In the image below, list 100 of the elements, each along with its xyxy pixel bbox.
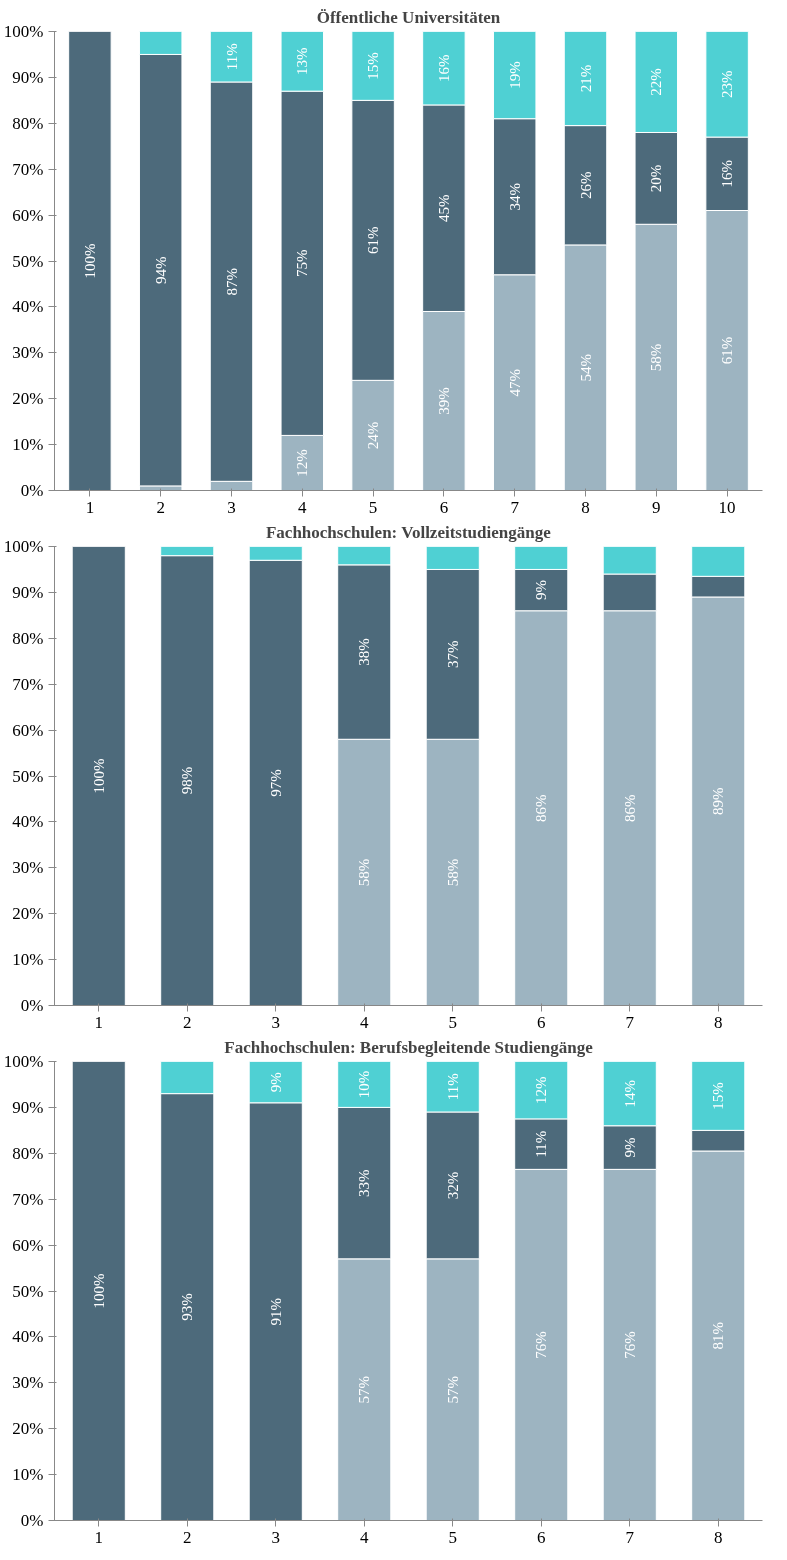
y-tick-label: 40% — [12, 812, 44, 832]
x-tick-label: 4 — [360, 1012, 369, 1032]
data-label: 81% — [710, 1322, 727, 1350]
data-label: 11% — [533, 1130, 550, 1158]
data-label: 32% — [444, 1171, 461, 1200]
data-label: 97% — [267, 769, 284, 797]
y-tick-label: 10% — [12, 435, 44, 455]
y-tick-label: 20% — [12, 1419, 44, 1439]
data-label: 76% — [621, 1331, 638, 1359]
chart-title: Fachhochschulen: Vollzeitstudiengänge — [265, 522, 552, 542]
y-tick-label: 10% — [12, 1465, 44, 1485]
data-label: 57% — [356, 1375, 373, 1404]
y-tick-label: 90% — [12, 582, 44, 602]
y-tick-label: 80% — [12, 113, 44, 133]
y-tick-label: 70% — [12, 1189, 44, 1209]
data-label: 11% — [223, 43, 240, 71]
data-label: 86% — [621, 794, 638, 822]
y-tick-label: 10% — [12, 950, 44, 970]
x-tick-label: 1 — [94, 1527, 103, 1547]
y-tick-label: 90% — [12, 1097, 44, 1117]
data-label: 12% — [533, 1076, 550, 1104]
x-tick-label: 6 — [537, 1527, 546, 1547]
x-tick-label: 8 — [714, 1012, 723, 1032]
x-tick-label: 8 — [714, 1527, 723, 1547]
data-label: 37% — [444, 640, 461, 669]
x-tick-label: 9 — [652, 497, 661, 517]
bar — [71, 1061, 126, 1521]
data-label: 58% — [444, 858, 461, 887]
y-tick-label: 100% — [3, 537, 44, 556]
x-tick-label: 2 — [156, 497, 165, 517]
y-tick-label: 50% — [12, 766, 44, 786]
data-label: 22% — [648, 68, 665, 96]
data-label: 10% — [356, 1070, 373, 1099]
bar — [71, 546, 126, 1006]
y-tick-label: 30% — [12, 1373, 44, 1393]
data-label: 9% — [533, 580, 550, 601]
x-tick-label: 5 — [448, 1012, 457, 1032]
data-label: 26% — [577, 171, 594, 200]
data-label: 33% — [356, 1169, 373, 1197]
data-label: 9% — [621, 1137, 638, 1158]
data-label: 87% — [223, 267, 240, 296]
y-tick-label: 0% — [20, 481, 44, 500]
data-label: 34% — [506, 182, 523, 211]
y-tick-label: 60% — [12, 1235, 44, 1255]
x-tick-label: 5 — [368, 497, 378, 517]
y-tick-label: 90% — [12, 67, 44, 87]
y-tick-label: 70% — [12, 674, 44, 694]
bar — [68, 31, 112, 491]
data-label: 39% — [435, 387, 452, 415]
x-tick-label: 7 — [510, 497, 520, 517]
x-tick-label: 3 — [271, 1527, 280, 1547]
data-label: 61% — [365, 226, 382, 255]
x-tick-label: 6 — [537, 1012, 546, 1032]
x-tick-label: 3 — [227, 497, 236, 517]
data-label: 94% — [152, 256, 169, 284]
data-label: 100% — [81, 243, 98, 279]
y-tick-label: 0% — [20, 996, 44, 1015]
data-label: 16% — [719, 160, 736, 188]
x-tick-label: 7 — [625, 1527, 635, 1547]
x-tick-label: 4 — [360, 1527, 369, 1547]
data-label: 45% — [435, 194, 452, 222]
data-label: 14% — [621, 1079, 638, 1108]
y-tick-label: 40% — [12, 297, 44, 317]
x-tick-label: 5 — [448, 1527, 457, 1547]
x-tick-label: 1 — [94, 1012, 103, 1032]
data-label: 58% — [648, 343, 665, 372]
x-tick-label: 3 — [271, 1012, 280, 1032]
data-label: 21% — [577, 64, 594, 93]
x-tick-label: 7 — [625, 1012, 635, 1032]
y-tick-label: 100% — [3, 22, 44, 41]
x-tick-label: 2 — [183, 1527, 192, 1547]
y-tick-label: 20% — [12, 389, 44, 409]
x-tick-label: 4 — [298, 497, 308, 517]
y-tick-label: 0% — [20, 1511, 44, 1530]
data-label: 89% — [710, 787, 727, 815]
x-tick-label: 8 — [581, 497, 590, 517]
data-label: 15% — [365, 52, 382, 80]
y-tick-label: 30% — [12, 343, 44, 363]
y-tick-label: 80% — [12, 628, 44, 648]
data-label: 86% — [533, 794, 550, 822]
data-label: 19% — [506, 61, 523, 89]
data-label: 75% — [294, 249, 311, 278]
data-label: 47% — [506, 368, 523, 397]
chart-title: Fachhochschulen: Berufsbegleitende Studiengänge — [224, 1037, 594, 1057]
y-tick-label: 100% — [3, 1052, 44, 1071]
y-tick-label: 30% — [12, 858, 44, 878]
data-label: 23% — [719, 70, 736, 99]
data-label: 38% — [356, 638, 373, 666]
data-label: 16% — [435, 54, 452, 82]
data-label: 58% — [356, 858, 373, 887]
data-label: 91% — [267, 1297, 284, 1326]
data-label: 11% — [444, 1073, 461, 1101]
data-label: 93% — [179, 1293, 196, 1321]
y-tick-label: 60% — [12, 720, 44, 740]
data-label: 15% — [710, 1082, 727, 1110]
data-label: 57% — [444, 1375, 461, 1404]
data-label: 54% — [577, 353, 594, 382]
data-label: 61% — [719, 336, 736, 365]
data-label: 24% — [365, 421, 382, 450]
data-label: 20% — [648, 164, 665, 193]
